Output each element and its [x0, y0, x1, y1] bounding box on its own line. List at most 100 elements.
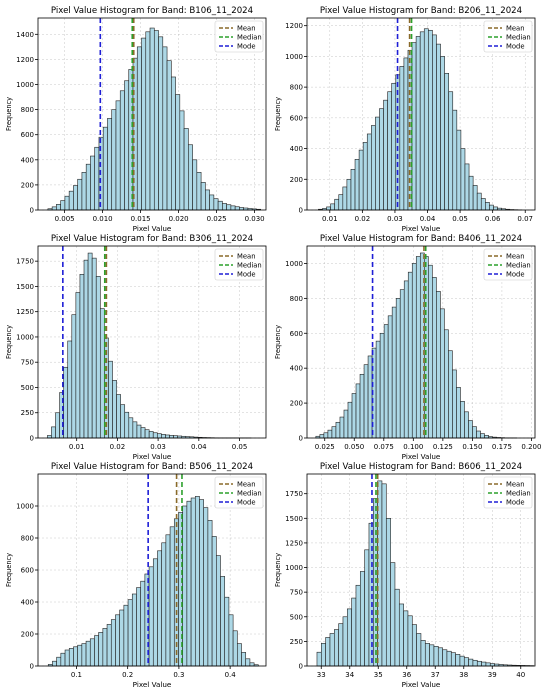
legend-mode-label: Mode — [237, 499, 256, 507]
histogram-bar — [319, 434, 325, 439]
histogram-bar — [110, 619, 116, 667]
histogram-bar — [432, 277, 437, 439]
histogram-bar — [232, 630, 238, 667]
histogram-bar — [169, 526, 175, 667]
panel-title: Pixel Value Histogram for Band: B306_11_… — [51, 234, 253, 244]
histogram-bar — [395, 298, 401, 439]
histogram-bar — [91, 257, 97, 439]
x-tick-label: 0.150 — [462, 443, 482, 451]
x-tick-label: 0.025 — [207, 215, 227, 223]
histogram-bar — [476, 192, 482, 211]
y-tick-label: 500 — [290, 613, 303, 621]
x-tick-label: 0.05 — [232, 443, 248, 451]
x-tick-label: 0.03 — [387, 215, 403, 223]
histogram-bar — [480, 198, 486, 211]
histogram-bar — [63, 366, 69, 439]
histogram-bar — [448, 91, 454, 211]
histogram-bar — [128, 417, 134, 439]
y-tick-label: 200 — [290, 176, 303, 184]
y-tick-label: 800 — [290, 84, 303, 92]
histogram-bar — [188, 144, 193, 211]
legend-mean-label: Mean — [237, 25, 256, 33]
histogram-panel-3: 0.01 0.02 0.03 0.04 0.05 0 250 500 750 1000 1250 15… — [5, 234, 267, 461]
histogram-bar — [194, 496, 200, 667]
histogram-bar — [334, 198, 340, 211]
x-tick-label: 33 — [317, 671, 326, 679]
histogram-bar — [127, 599, 133, 667]
histogram-bar — [161, 434, 166, 439]
y-tick-label: 400 — [21, 156, 34, 164]
x-tick-label: 0.175 — [492, 443, 512, 451]
legend-median-label: Median — [237, 34, 262, 42]
histogram-bar — [73, 646, 78, 667]
histogram-bar — [383, 99, 388, 211]
histogram-bar — [452, 109, 458, 211]
histogram-bar — [381, 483, 387, 667]
y-tick-label: 1500 — [285, 515, 303, 523]
histogram-bar — [415, 256, 421, 439]
histogram-bar — [323, 432, 329, 439]
histogram-bar — [145, 31, 151, 211]
y-tick-label: 0 — [299, 435, 303, 443]
y-tick-label: 1000 — [16, 81, 34, 89]
histogram-bar — [89, 638, 95, 667]
histogram-bar — [209, 194, 215, 211]
histogram-bar — [444, 72, 449, 211]
x-tick-label: 0.1 — [71, 671, 82, 679]
histogram-bar — [205, 189, 210, 211]
legend-median-label: Median — [237, 262, 262, 270]
y-tick-label: 400 — [290, 145, 303, 153]
histogram-bar — [432, 34, 437, 211]
legend-median-label: Median — [506, 490, 531, 498]
histogram-bar — [485, 662, 491, 667]
legend-mode-label: Mode — [237, 271, 256, 279]
histogram-bar — [485, 202, 490, 211]
x-tick-label: 0.04 — [420, 215, 436, 223]
histogram-bar — [152, 558, 158, 667]
histogram-bar — [119, 609, 125, 667]
histogram-bar — [367, 355, 373, 439]
y-tick-label: 1000 — [285, 260, 303, 268]
x-tick-label: 34 — [345, 671, 354, 679]
histogram-bar — [375, 116, 380, 211]
histogram-bar — [200, 182, 206, 211]
histogram-bar — [416, 633, 422, 667]
histogram-bar — [190, 497, 196, 667]
panel-title: Pixel Value Histogram for Band: B506_11_… — [51, 462, 253, 472]
histogram-bar — [493, 206, 498, 211]
histogram-bar — [403, 57, 409, 211]
histogram-bar — [363, 364, 369, 439]
y-tick-label: 400 — [290, 365, 303, 373]
histogram-bar — [390, 562, 396, 667]
histogram-bar — [351, 597, 357, 667]
histogram-bar — [79, 273, 85, 439]
histogram-bar — [383, 324, 389, 439]
y-tick-label: 1400 — [16, 31, 34, 39]
x-axis-label: Pixel Value — [402, 452, 441, 461]
histogram-bar — [480, 433, 485, 439]
histogram-bar — [245, 658, 251, 667]
legend-mean-label: Mean — [506, 25, 525, 33]
y-tick-label: 0 — [30, 207, 34, 215]
y-tick-label: 600 — [290, 114, 303, 122]
histogram-bar — [60, 200, 66, 211]
y-tick-label: 200 — [21, 181, 34, 189]
x-tick-label: 37 — [431, 671, 440, 679]
histogram-bar — [120, 404, 126, 439]
x-axis-label: Pixel Value — [133, 452, 172, 461]
histogram-bar — [67, 340, 73, 439]
histogram-bar — [433, 646, 439, 667]
histogram-bar — [52, 660, 57, 667]
histogram-bar — [456, 129, 462, 211]
histogram-bar — [428, 264, 433, 439]
histogram-bar — [179, 110, 185, 211]
histogram-bar — [398, 603, 404, 667]
y-tick-label: 800 — [21, 535, 34, 543]
x-tick-label: 0.020 — [169, 215, 189, 223]
histogram-bar — [379, 108, 384, 211]
histogram-bar — [213, 198, 219, 211]
histogram-bar — [203, 507, 209, 667]
histogram-bar — [489, 204, 494, 211]
